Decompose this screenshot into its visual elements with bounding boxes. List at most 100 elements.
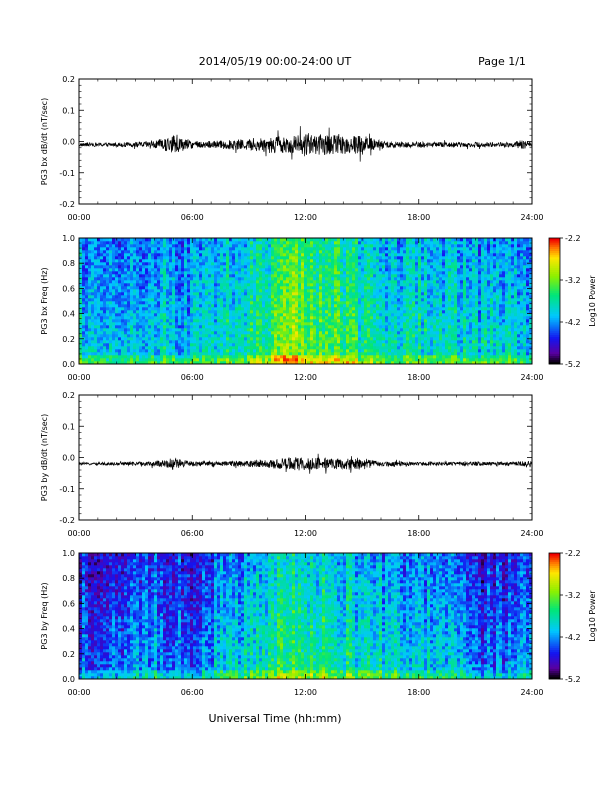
spectrogram-cell (352, 244, 356, 248)
spectrogram-cell (151, 301, 155, 305)
spectrogram-cell (172, 244, 176, 248)
spectrogram-cell (247, 301, 251, 305)
spectrogram-cell (115, 244, 119, 248)
spectrogram-cell (160, 268, 164, 272)
spectrogram-cell (202, 337, 206, 341)
spectrogram-cell (379, 250, 383, 254)
spectrogram-cell (223, 295, 227, 299)
spectrogram-cell (154, 298, 158, 302)
spectrogram-cell (385, 265, 389, 269)
spectrogram-cell (97, 244, 101, 248)
spectrogram-cell (148, 292, 152, 296)
spectrogram-cell (223, 325, 227, 329)
spectrogram-cell (244, 292, 248, 296)
spectrogram-cell (316, 340, 320, 344)
spectrogram-cell (133, 289, 137, 293)
spectrogram-cell (259, 274, 263, 278)
spectrogram-cell (334, 322, 338, 326)
spectrogram-cell (193, 292, 197, 296)
spectrogram-cell (361, 286, 365, 290)
spectrogram-cell (307, 298, 311, 302)
spectrogram-cell (409, 298, 413, 302)
spectrogram-cell (349, 271, 353, 275)
spectrogram-cell (376, 268, 380, 272)
spectrogram-cell (418, 301, 422, 305)
spectrogram-cell (391, 343, 395, 347)
spectrogram-cell (148, 262, 152, 266)
spectrogram-cell (379, 295, 383, 299)
spectrogram-cell (133, 343, 137, 347)
spectrogram-cell (355, 352, 359, 356)
spectrogram-cell (265, 307, 269, 311)
spectrogram-cell (79, 250, 83, 254)
spectrogram-cell (124, 274, 128, 278)
spectrogram-cell (367, 361, 371, 365)
spectrogram-cell (187, 310, 191, 314)
spectrogram-cell (361, 304, 365, 308)
spectrogram-cell (400, 298, 404, 302)
spectrogram-cell (415, 331, 419, 335)
spectrogram-cell (310, 313, 314, 317)
spectrogram-cell (418, 298, 422, 302)
spectrogram-cell (310, 334, 314, 338)
spectrogram-cell (151, 289, 155, 293)
spectrogram-cell (379, 352, 383, 356)
spectrogram-cell (256, 271, 260, 275)
spectrogram-cell (178, 262, 182, 266)
spectrogram-cell (244, 337, 248, 341)
spectrogram-cell (424, 277, 428, 281)
spectrogram-cell (202, 292, 206, 296)
spectrogram-cell (199, 262, 203, 266)
spectrogram-cell (94, 325, 98, 329)
spectrogram-cell (418, 238, 422, 242)
spectrogram-cell (340, 271, 344, 275)
spectrogram-cell (412, 253, 416, 257)
spectrogram-cell (217, 307, 221, 311)
spectrogram-cell (100, 265, 104, 269)
spectrogram-cell (181, 331, 185, 335)
spectrogram-cell (208, 298, 212, 302)
spectrogram-cell (139, 325, 143, 329)
spectrogram-cell (394, 271, 398, 275)
spectrogram-cell (220, 346, 224, 350)
spectrogram-cell (223, 361, 227, 365)
spectrogram-cell (157, 313, 161, 317)
spectrogram-cell (409, 280, 413, 284)
x-tick-label: 24:00 (520, 213, 543, 222)
spectrogram-cell (337, 256, 341, 260)
spectrogram-cell (373, 361, 377, 365)
spectrogram-cell (205, 322, 209, 326)
spectrogram-cell (193, 346, 197, 350)
spectrogram-cell (190, 253, 194, 257)
spectrogram-cell (139, 307, 143, 311)
spectrogram-cell (253, 355, 257, 359)
spectrogram-cell (418, 340, 422, 344)
spectrogram-cell (427, 358, 431, 362)
spectrogram-cell (397, 247, 401, 251)
spectrogram-cell (232, 304, 236, 308)
spectrogram-cell (163, 280, 167, 284)
spectrogram-cell (403, 280, 407, 284)
spectrogram-cell (238, 331, 242, 335)
spectrogram-cell (280, 331, 284, 335)
spectrogram-cell (253, 304, 257, 308)
spectrogram-cell (199, 295, 203, 299)
spectrogram-cell (415, 244, 419, 248)
spectrogram-cell (205, 340, 209, 344)
spectrogram-cell (316, 352, 320, 356)
spectrogram-cell (172, 283, 176, 287)
spectrogram-cell (358, 268, 362, 272)
spectrogram-cell (121, 271, 125, 275)
spectrogram-cell (97, 265, 101, 269)
spectrogram-cell (346, 253, 350, 257)
spectrogram-cell (247, 265, 251, 269)
spectrogram-cell (364, 274, 368, 278)
spectrogram-cell (343, 349, 347, 353)
spectrogram-cell (247, 355, 251, 359)
spectrogram-cell (310, 271, 314, 275)
spectrogram-cell (124, 247, 128, 251)
spectrogram-cell (172, 298, 176, 302)
spectrogram-cell (97, 331, 101, 335)
spectrogram-cell (235, 289, 239, 293)
spectrogram-cell (106, 286, 110, 290)
